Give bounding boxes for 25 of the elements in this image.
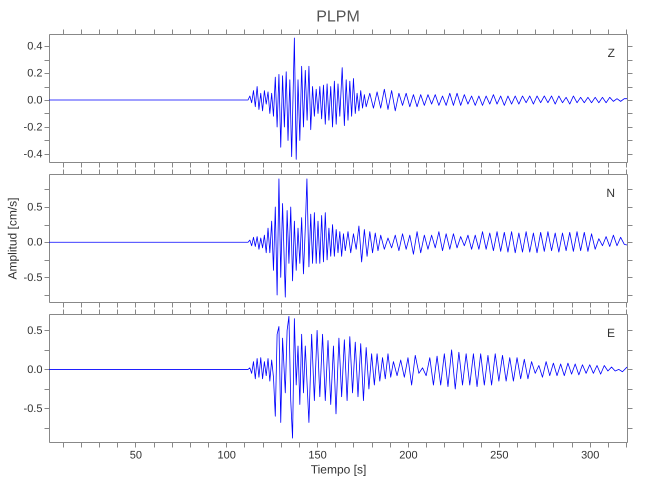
y-tick-label: 0.0 (27, 236, 42, 249)
y-tick-label: 0.5 (27, 202, 42, 214)
x-tick-label: 250 (490, 450, 509, 462)
y-tick-label: 0.0 (27, 94, 42, 107)
chart-title: PLPM (316, 8, 360, 26)
x-tick-label: 150 (308, 450, 327, 462)
annotation: E (606, 326, 615, 340)
x-tick-label: 50 (130, 450, 142, 462)
y-tick-label: 0.4 (27, 40, 42, 53)
y-tick-label: -0.5 (24, 402, 42, 415)
line-series (48, 178, 628, 298)
annotation: N (606, 186, 615, 200)
x-tick-label: 200 (399, 450, 418, 462)
y-tick-label: -0.4 (24, 148, 42, 160)
x-tick-label: 300 (581, 450, 600, 462)
y-tick-label: -0.2 (24, 121, 42, 134)
x-tick-label: 100 (218, 450, 236, 462)
x-axis-title: Tiempo [s] (310, 462, 366, 476)
y-tick-label: 0.2 (27, 68, 42, 80)
annotation: Z (608, 46, 615, 60)
y-axis-title: Amplitud [cm/s] (6, 197, 20, 280)
y-tick-label: 0.0 (27, 364, 42, 376)
y-tick-label: 0.5 (27, 324, 42, 337)
y-tick-label: -0.5 (24, 272, 42, 284)
line-series (48, 38, 628, 160)
